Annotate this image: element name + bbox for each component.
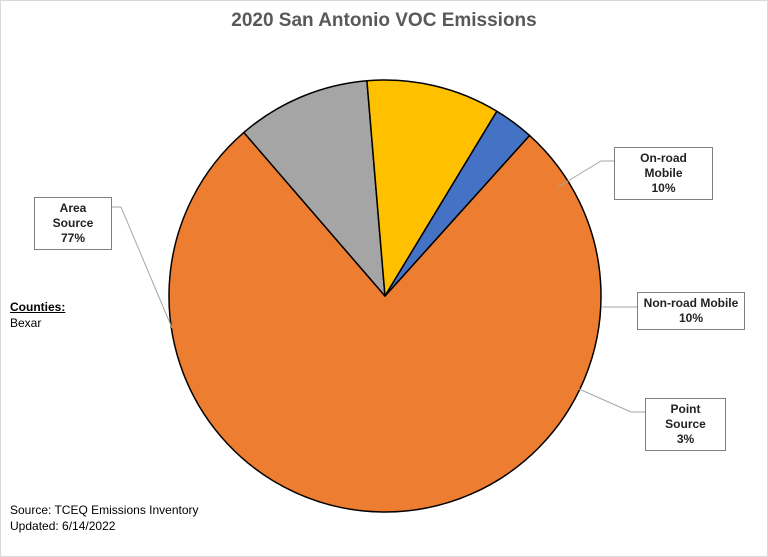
label-area-source: Area Source 77% <box>34 197 112 250</box>
source-footer: Source: TCEQ Emissions Inventory Updated… <box>10 502 199 534</box>
label-point-source: Point Source 3% <box>645 398 726 451</box>
leader-area-source <box>112 206 173 329</box>
updated-text: Updated: 6/14/2022 <box>10 519 116 533</box>
leader-onroad-mobile <box>557 160 614 188</box>
label-point-source-pct: 3% <box>676 432 695 446</box>
source-text: Source: TCEQ Emissions Inventory <box>10 503 199 517</box>
counties-note: Counties: Bexar <box>10 299 65 331</box>
label-onroad-mobile-pct: 10% <box>651 181 676 195</box>
label-onroad-mobile-name: On-road Mobile <box>640 151 687 180</box>
pie-slice-nonroad-mobile <box>366 79 498 297</box>
label-nonroad-mobile-pct: 10% <box>678 311 704 325</box>
label-point-source-name: Point Source <box>665 402 706 431</box>
chart-title: 2020 San Antonio VOC Emissions <box>231 10 537 31</box>
pie-slice-point-source <box>384 110 531 297</box>
pie-slice-onroad-mobile <box>243 80 386 297</box>
pie-slice-area-source <box>168 131 602 513</box>
leader-point-source <box>578 388 645 413</box>
label-area-source-pct: 77% <box>60 231 86 245</box>
label-onroad-mobile: On-road Mobile 10% <box>614 147 713 200</box>
label-nonroad-mobile: Non-road Mobile 10% <box>637 292 745 330</box>
label-nonroad-mobile-name: Non-road Mobile <box>643 296 739 310</box>
counties-value: Bexar <box>10 316 42 330</box>
label-area-source-name: Area Source <box>52 201 94 230</box>
counties-heading: Counties: <box>10 300 66 314</box>
